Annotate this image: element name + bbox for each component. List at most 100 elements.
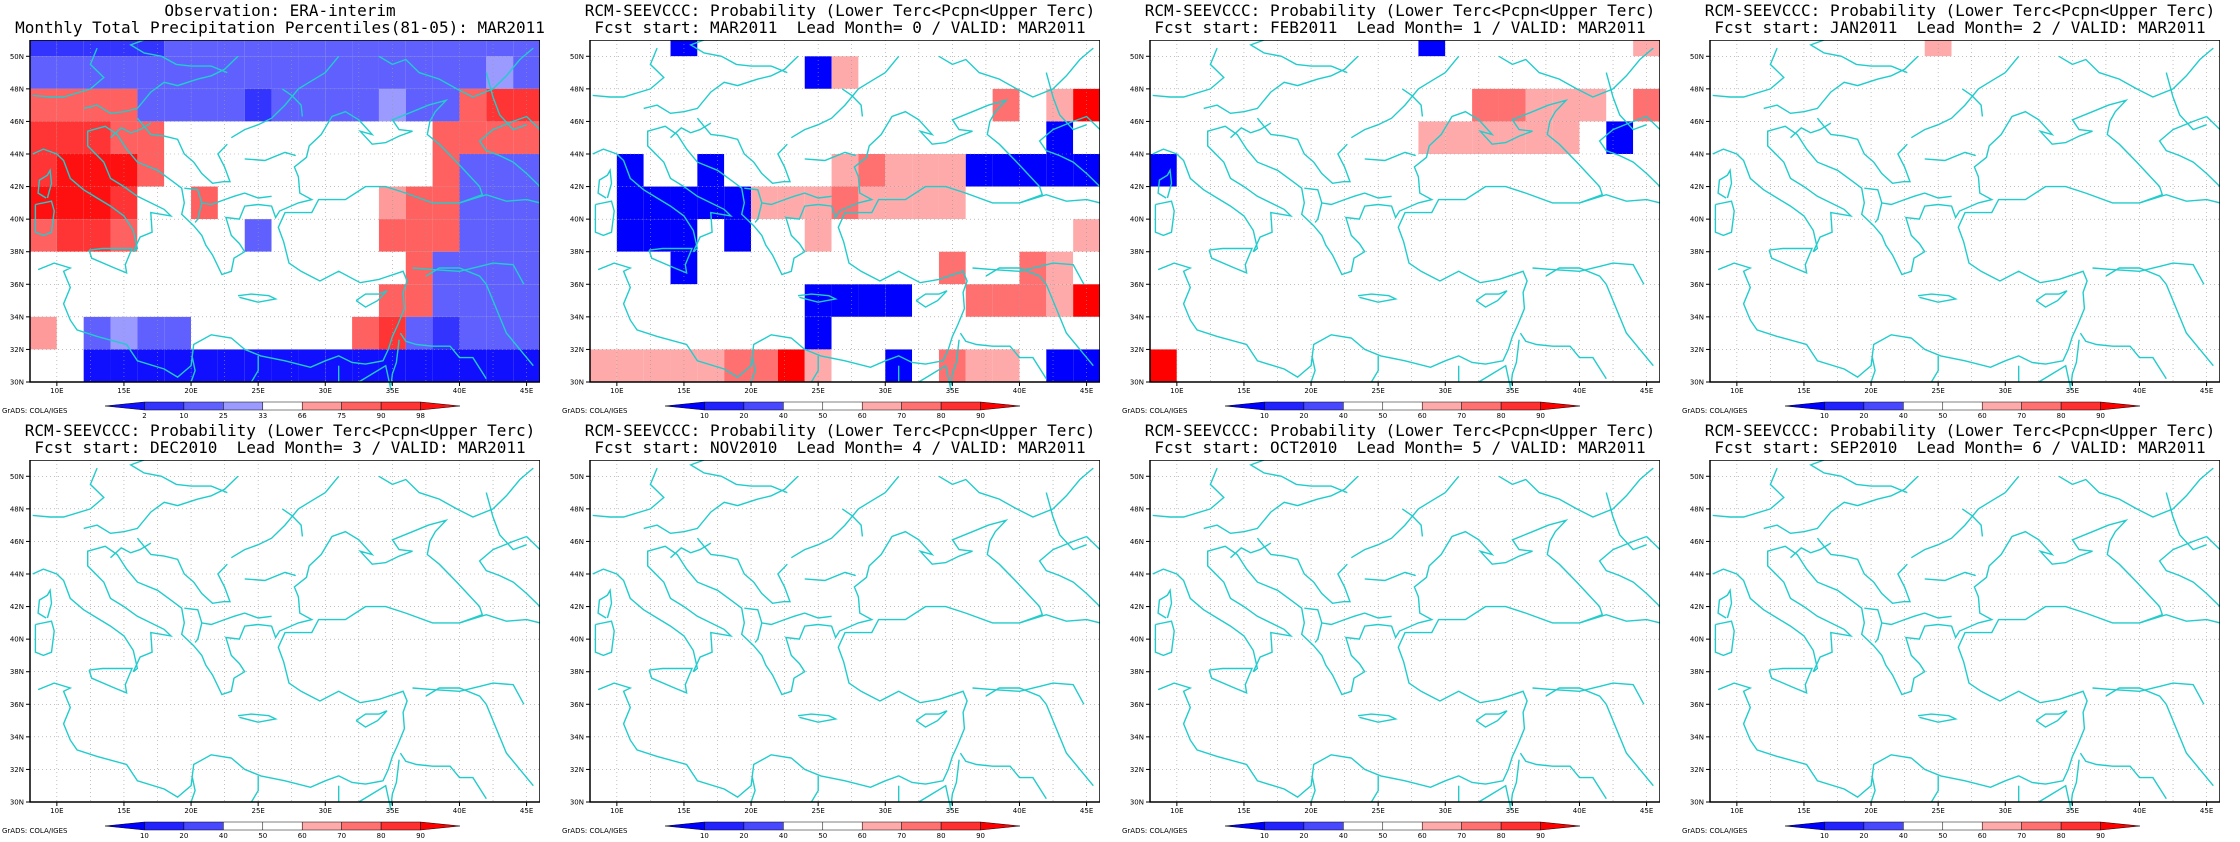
grid-cell	[1951, 671, 1979, 705]
y-tick-label: 32N	[570, 766, 584, 774]
grid-cell	[1710, 769, 1737, 802]
grid-cell	[643, 704, 671, 737]
grid-cell	[2139, 186, 2167, 220]
colorbar-label: 10	[1820, 832, 1829, 840]
x-tick-label: 45E	[2200, 807, 2213, 815]
grid-cell	[1046, 316, 1074, 350]
colorbar-swatch	[822, 401, 863, 411]
grid-cell	[1606, 704, 1634, 737]
colorbar-label: 60	[1978, 412, 1987, 420]
x-tick-label: 20E	[744, 387, 757, 395]
map-canvas: 10E 15E 20E 25E 30E 35E 40E 45E30N32N34N36N38N4…	[1130, 40, 1660, 420]
colorbar-label: 70	[337, 832, 346, 840]
grid-cell	[992, 349, 1020, 382]
coastline	[1364, 571, 1416, 582]
grid-cell	[1073, 349, 1100, 382]
grid-cell	[1391, 704, 1419, 737]
grid-cell	[1606, 219, 1634, 252]
coastline	[841, 88, 864, 117]
grid-cell	[1472, 460, 1499, 477]
grid-cell	[56, 460, 84, 477]
grid-cell	[1736, 219, 1764, 252]
grid-cell	[2005, 154, 2033, 187]
grid-cell	[2139, 349, 2167, 382]
grid-cell	[137, 121, 165, 154]
grid-cell	[831, 56, 859, 89]
grid-cell	[1311, 284, 1338, 317]
grid-cell	[1817, 56, 1845, 89]
coastline	[670, 542, 712, 559]
grid-cell	[137, 154, 165, 187]
grid-cell	[1763, 671, 1791, 705]
grid-cell	[405, 704, 433, 737]
y-tick-label: 30N	[1690, 379, 1704, 387]
grid-cell	[2032, 316, 2059, 350]
grads-credit: GrADS: COLA/IGES	[2, 827, 68, 835]
grid-cell	[1552, 154, 1580, 187]
grid-cell	[191, 476, 218, 509]
coastline	[412, 682, 525, 705]
y-tick-label: 32N	[1130, 346, 1144, 354]
grid-cell	[1073, 574, 1100, 607]
grid-cell	[1633, 154, 1660, 187]
grid-cell	[1257, 56, 1285, 89]
grid-cell	[1606, 769, 1634, 802]
grid-cell	[616, 349, 644, 382]
grid-cell	[751, 88, 778, 122]
coastline	[1870, 777, 1876, 803]
grid-cell	[56, 40, 84, 57]
grid-cell	[325, 186, 353, 220]
grid-cell	[298, 56, 326, 89]
grid-cell	[164, 88, 192, 122]
grid-cell	[459, 284, 487, 317]
coastline	[1519, 332, 1607, 380]
y-tick-label: 50N	[570, 53, 584, 61]
colorbar-swatch	[1303, 401, 1344, 411]
grid-cell	[616, 88, 644, 122]
coastline	[985, 267, 1094, 367]
grid-cell	[1257, 736, 1285, 770]
grid-cell	[2085, 349, 2113, 382]
grid-cell	[1552, 769, 1580, 802]
y-tick-label: 44N	[570, 151, 584, 159]
grid-cell	[298, 186, 326, 220]
grid-cell	[191, 40, 218, 57]
grid-cell	[1019, 476, 1047, 509]
grid-cell	[486, 40, 514, 57]
coastline	[390, 339, 400, 386]
coastline	[378, 467, 534, 518]
coastline	[110, 122, 152, 139]
coastline	[478, 535, 540, 608]
grid-cell	[30, 40, 57, 57]
colorbar-swatch	[420, 401, 461, 411]
grid-cell	[858, 508, 886, 542]
grid-cell	[486, 671, 514, 705]
grid-cell	[1046, 574, 1074, 607]
colorbar-swatch	[2021, 401, 2062, 411]
coastline	[378, 47, 534, 98]
grid-cell	[1445, 606, 1473, 640]
coastline	[1154, 620, 1175, 657]
grid-cell	[2032, 639, 2059, 672]
grid-cell	[616, 316, 644, 350]
coastline	[1478, 364, 1512, 391]
coastline	[790, 55, 900, 139]
grid-cell	[1203, 704, 1231, 737]
grid-cell	[1150, 476, 1177, 509]
coastline	[390, 759, 400, 806]
grid-cell	[1978, 121, 2006, 154]
grid-cell	[1445, 574, 1473, 607]
colorbar-swatch	[1343, 401, 1384, 411]
grid-cell	[2139, 56, 2167, 89]
grid-cell	[271, 574, 299, 607]
grid-cell	[1606, 736, 1634, 770]
grid-cell	[432, 154, 460, 187]
grid-cell	[1871, 769, 1898, 802]
grid-cell	[56, 186, 84, 220]
coastline	[425, 687, 534, 787]
grid-cell	[486, 349, 514, 382]
grid-cell	[858, 574, 886, 607]
grid-cell	[1897, 56, 1925, 89]
grid-cell	[352, 460, 379, 477]
grid-cell	[751, 508, 778, 542]
